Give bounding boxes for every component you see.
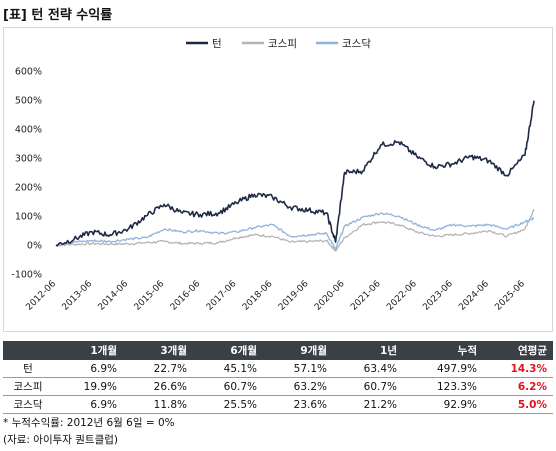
- x-tick-label: 2019-06: [277, 279, 311, 313]
- y-tick-label: 200%: [15, 183, 42, 194]
- table-row: 코스피 19.9% 26.6% 60.7% 63.2% 60.7% 123.3%…: [3, 377, 553, 396]
- table-header-row: 1개월 3개월 6개월 9개월 1년 누적 연평균: [3, 341, 553, 360]
- column-header: 3개월: [123, 341, 193, 360]
- table-cell: 63.4%: [333, 360, 403, 378]
- series-line-turn: [55, 100, 535, 247]
- column-header: 9개월: [263, 341, 333, 360]
- table-cell: 22.7%: [123, 360, 193, 378]
- column-header: 6개월: [193, 341, 263, 360]
- table-cell: 497.9%: [403, 360, 483, 378]
- table-cell: 123.3%: [403, 377, 483, 396]
- x-tick-label: 2018-06: [241, 279, 275, 313]
- legend-label: 코스닥: [342, 38, 371, 50]
- cumulative-return-note: * 누적수익률: 2012년 6월 6일 = 0%: [3, 417, 175, 429]
- x-tick-label: 2014-06: [97, 279, 131, 313]
- x-tick-label: 2025-06: [493, 279, 527, 313]
- table-cell: 92.9%: [403, 395, 483, 414]
- table-cell: 23.6%: [263, 395, 333, 414]
- y-tick-label: -100%: [11, 270, 42, 281]
- table-cell-annual: 5.0%: [483, 395, 553, 414]
- y-tick-label: 400%: [15, 125, 42, 136]
- series-line-kospi: [56, 209, 535, 252]
- table-row: 코스닥 6.9% 11.8% 25.5% 23.6% 21.2% 92.9% 5…: [3, 395, 553, 414]
- x-tick-label: 2024-06: [457, 279, 491, 313]
- x-tick-label: 2020-06: [313, 279, 347, 313]
- source-note: (자료: 아이투자 퀀트클럽): [3, 434, 119, 446]
- table-cell: 11.8%: [123, 395, 193, 414]
- x-tick-label: 2022-06: [385, 279, 419, 313]
- table-cell: 19.9%: [53, 377, 123, 396]
- x-tick-label: 2012-06: [24, 279, 58, 313]
- legend-label: 코스피: [268, 38, 297, 50]
- table-cell: 26.6%: [123, 377, 193, 396]
- table-cell: 60.7%: [333, 377, 403, 396]
- x-tick-label: 2021-06: [349, 279, 383, 313]
- row-name: 코스피: [3, 377, 53, 396]
- x-tick-label: 2016-06: [169, 279, 203, 313]
- table-cell: 25.5%: [193, 395, 263, 414]
- y-tick-label: 500%: [15, 96, 42, 107]
- column-header: 누적: [403, 341, 483, 360]
- y-tick-label: 0%: [27, 241, 42, 252]
- y-tick-label: 600%: [15, 67, 42, 78]
- table-cell-annual: 14.3%: [483, 360, 553, 378]
- column-header: [3, 341, 53, 360]
- page-title: [표] 턴 전략 수익률: [3, 8, 113, 23]
- y-tick-label: 100%: [15, 212, 42, 223]
- returns-line-chart: 600%500%400%300%200%100%0%-100%2012-06 20…: [11, 38, 535, 313]
- chart-panel: 600% 500% 400% 300% 200% 100% 0% -100% 2012-06 20…: [3, 27, 553, 332]
- x-tick-label: 2023-06: [421, 279, 455, 313]
- series-line-kosdaq: [55, 212, 535, 250]
- table-cell: 57.1%: [263, 360, 333, 378]
- table-cell: 21.2%: [333, 395, 403, 414]
- table-cell: 6.9%: [53, 360, 123, 378]
- table-cell: 60.7%: [193, 377, 263, 396]
- row-name: 턴: [3, 360, 53, 378]
- column-header: 1년: [333, 341, 403, 360]
- table-cell: 45.1%: [193, 360, 263, 378]
- x-tick-label: 2015-06: [133, 279, 167, 313]
- table-row: 턴 6.9% 22.7% 45.1% 57.1% 63.4% 497.9% 14…: [3, 360, 553, 378]
- row-name: 코스닥: [3, 395, 53, 414]
- returns-table: 1개월 3개월 6개월 9개월 1년 누적 연평균 턴 6.9% 22.7% 4…: [3, 341, 553, 414]
- table-cell: 63.2%: [263, 377, 333, 396]
- x-tick-label: 2017-06: [205, 279, 239, 313]
- column-header: 연평균: [483, 341, 553, 360]
- table-cell-annual: 6.2%: [483, 377, 553, 396]
- y-tick-label: 300%: [15, 154, 42, 165]
- x-tick-label: 2013-06: [61, 279, 95, 313]
- table-cell: 6.9%: [53, 395, 123, 414]
- column-header: 1개월: [53, 341, 123, 360]
- legend-label: 턴: [212, 38, 222, 50]
